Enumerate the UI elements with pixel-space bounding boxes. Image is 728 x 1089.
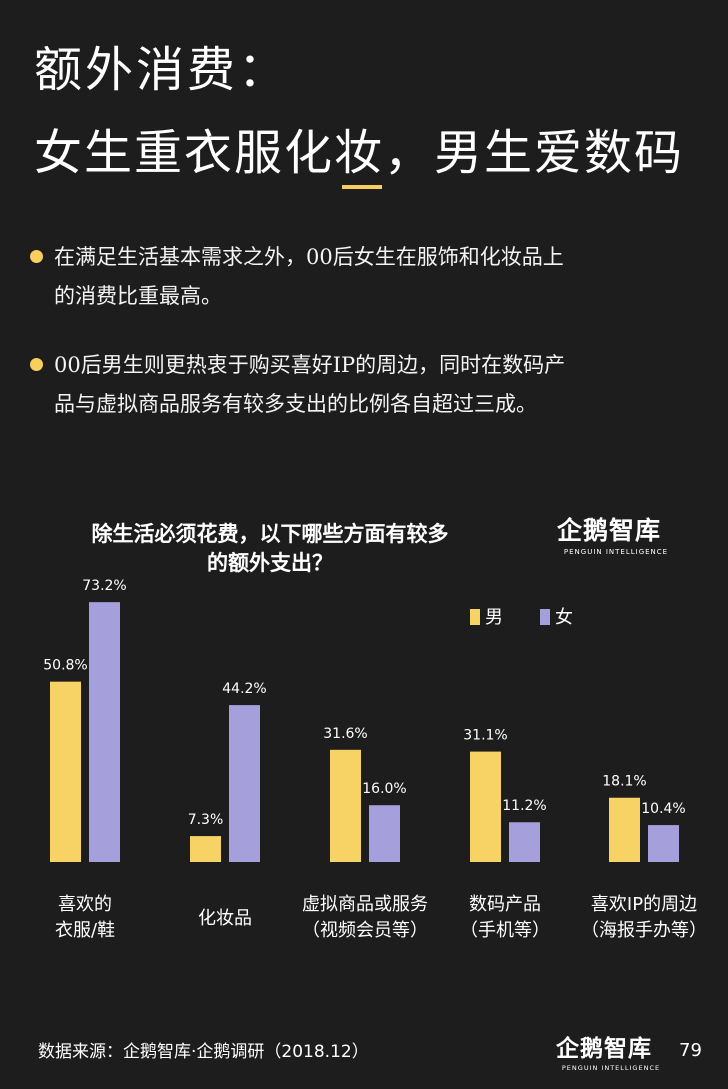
chart-title-line-2: 的额外支出？ bbox=[207, 551, 333, 575]
data-label-female-3: 11.2% bbox=[502, 798, 546, 814]
legend-swatch-female bbox=[540, 609, 550, 625]
bullet-point-2: 00后男生则更热衷于购买喜好IP的周边，同时在数码产 品与虚拟商品服务有较多支出… bbox=[30, 346, 700, 424]
data-label-male-0: 50.8% bbox=[43, 658, 87, 674]
data-label-male-1: 7.3% bbox=[188, 812, 224, 828]
category-label-1-line-0: 化妆品 bbox=[198, 908, 252, 929]
legend-label-female: 女 bbox=[555, 607, 573, 628]
category-label-2-line-1: （视频会员等） bbox=[302, 920, 428, 941]
footer-brand-logo-wordmark: 企鹅智库 bbox=[556, 1035, 652, 1062]
legend-swatch-male bbox=[470, 609, 480, 625]
data-label-male-3: 31.1% bbox=[463, 728, 507, 744]
brand-logo-wordmark: 企鹅智库 bbox=[557, 516, 662, 545]
brand-logo: 企鹅智库 PENGUIN INTELLIGENCE bbox=[557, 511, 675, 556]
data-label-female-1: 44.2% bbox=[222, 681, 266, 697]
footer-brand-logo: 企鹅智库 PENGUIN INTELLIGENCE bbox=[556, 1029, 666, 1072]
category-label-0-line-0: 喜欢的 bbox=[58, 894, 112, 915]
bullet-dot-icon bbox=[30, 250, 43, 263]
category-label-0-line-1: 衣服/鞋 bbox=[55, 920, 115, 941]
bar-male-3 bbox=[470, 751, 501, 862]
data-label-female-0: 73.2% bbox=[82, 578, 126, 594]
data-label-female-2: 16.0% bbox=[362, 781, 406, 797]
chart-title: 除生活必须花费，以下哪些方面有较多 的额外支出？ bbox=[40, 520, 500, 578]
title-accent-divider bbox=[342, 185, 382, 189]
bullet-1-line-2: 的消费比重最高。 bbox=[54, 284, 222, 308]
data-label-male-4: 18.1% bbox=[602, 774, 646, 790]
bar-female-0 bbox=[89, 602, 120, 862]
page-title-line-2: 女生重衣服化妆，男生爱数码 bbox=[34, 125, 685, 181]
bullet-dot-icon bbox=[30, 358, 43, 371]
legend-label-male: 男 bbox=[485, 607, 503, 628]
category-label-4-line-1: （海报手办等） bbox=[581, 920, 707, 941]
bullet-2-line-2: 品与虚拟商品服务有较多支出的比例各自超过三成。 bbox=[54, 392, 537, 416]
category-label-4-line-0: 喜欢IP的周边 bbox=[591, 894, 697, 915]
bullet-2-line-1: 00后男生则更热衷于购买喜好IP的周边，同时在数码产 bbox=[54, 353, 566, 377]
category-label-3-line-0: 数码产品 bbox=[469, 894, 541, 915]
brand-logo-tagline: PENGUIN INTELLIGENCE bbox=[563, 548, 669, 556]
bar-male-0 bbox=[50, 681, 81, 862]
page-title-line-1: 额外消费： bbox=[34, 42, 290, 98]
page-number: 79 bbox=[679, 1040, 702, 1061]
category-label-2-line-0: 虚拟商品或服务 bbox=[302, 894, 428, 915]
bullet-point-1: 在满足生活基本需求之外，00后女生在服饰和化妆品上 的消费比重最高。 bbox=[30, 238, 700, 316]
data-label-male-2: 31.6% bbox=[323, 726, 367, 742]
bar-male-4 bbox=[609, 797, 640, 862]
chart-title-line-1: 除生活必须花费，以下哪些方面有较多 bbox=[91, 522, 449, 546]
bar-female-2 bbox=[369, 805, 400, 862]
legend-item-male: 男 bbox=[470, 603, 503, 629]
bar-female-4 bbox=[648, 825, 679, 862]
bar-male-1 bbox=[190, 836, 221, 862]
category-label-3-line-1: （手机等） bbox=[460, 920, 550, 941]
data-source-footer: 数据来源：企鹅智库·企鹅调研（2018.12） bbox=[38, 1042, 369, 1062]
bar-male-2 bbox=[330, 749, 361, 862]
footer-brand-logo-tagline: PENGUIN INTELLIGENCE bbox=[561, 1064, 661, 1072]
bar-female-1 bbox=[229, 705, 260, 862]
bar-female-3 bbox=[509, 822, 540, 862]
data-label-female-4: 10.4% bbox=[641, 801, 685, 817]
bullet-1-line-1: 在满足生活基本需求之外，00后女生在服饰和化妆品上 bbox=[54, 245, 564, 269]
legend-item-female: 女 bbox=[540, 603, 573, 629]
